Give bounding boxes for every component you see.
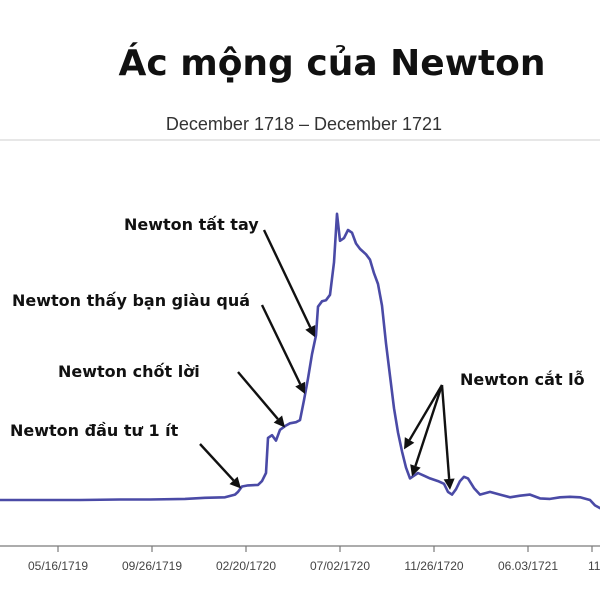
annotation-arrow: [262, 229, 316, 338]
x-tick-label: 05/16/1719: [28, 559, 88, 573]
chart-title: Ác mộng của Newton: [118, 42, 545, 84]
annotations: Newton tất tay Newton thấy bạn giàu quá …: [10, 215, 585, 440]
annotation-arrows: [199, 229, 455, 490]
annotation-arrow: [237, 371, 285, 428]
x-tick-label: 11/26/1720: [404, 559, 463, 573]
chart-subtitle: December 1718 – December 1721: [166, 114, 442, 134]
x-tick-label: 07/02/1720: [310, 559, 370, 573]
x-tick-label: 02/20/1720: [216, 559, 276, 573]
annotation-tat-tay: Newton tất tay: [124, 215, 259, 234]
annotation-arrow-cut: [410, 384, 444, 477]
annotation-arrow: [260, 304, 306, 394]
x-tick-label: 11: [588, 559, 600, 573]
annotation-arrow-cut: [404, 384, 444, 450]
annotation-cat-lo: Newton cắt lỗ: [460, 370, 585, 389]
series-line: [0, 212, 600, 510]
x-ticks: 05/16/1719 09/26/1719 02/20/1720 07/02/1720…: [28, 546, 600, 573]
annotation-arrow-cut: [440, 384, 455, 490]
annotation-arrow: [199, 443, 241, 489]
x-tick-label: 09/26/1719: [122, 559, 182, 573]
annotation-chot-loi: Newton chốt lời: [58, 362, 200, 381]
annotation-dau-tu: Newton đầu tư 1 ít: [10, 421, 179, 440]
annotation-thay-ban-giau: Newton thấy bạn giàu quá: [12, 291, 250, 310]
x-tick-label: 06.03/1721: [498, 559, 558, 573]
